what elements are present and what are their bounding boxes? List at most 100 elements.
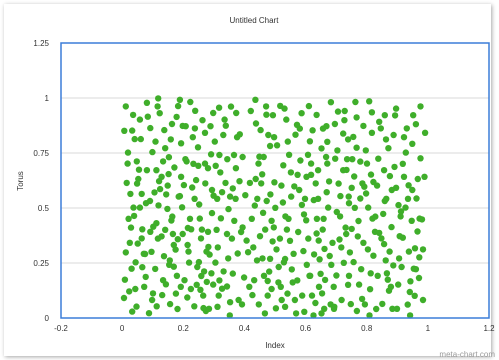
data-point: [201, 268, 207, 274]
data-point: [313, 112, 319, 118]
data-point: [239, 154, 245, 160]
data-point: [157, 186, 163, 192]
data-point: [412, 245, 418, 251]
data-point: [299, 292, 305, 298]
data-point: [229, 235, 235, 241]
data-point: [256, 301, 262, 307]
data-point: [343, 231, 349, 237]
data-point: [180, 231, 186, 237]
data-point: [303, 174, 309, 180]
data-point: [128, 266, 134, 272]
data-point: [129, 127, 135, 133]
data-point: [227, 299, 233, 305]
data-point: [195, 144, 201, 150]
data-point: [191, 196, 197, 202]
data-point: [252, 202, 258, 208]
data-point: [274, 142, 280, 148]
data-point: [235, 250, 241, 256]
data-point: [356, 281, 362, 287]
data-point: [233, 110, 239, 116]
data-point: [278, 182, 284, 188]
data-point: [403, 149, 409, 155]
data-point: [325, 204, 331, 210]
data-point: [318, 145, 324, 151]
data-point: [405, 182, 411, 188]
x-axis-label: Index: [265, 341, 285, 350]
data-point: [268, 218, 274, 224]
data-point: [389, 187, 395, 193]
data-point: [219, 189, 225, 195]
data-point: [282, 213, 288, 219]
data-point: [372, 229, 378, 235]
data-point: [328, 262, 334, 268]
data-point: [367, 286, 373, 292]
data-point: [286, 152, 292, 158]
data-point: [186, 259, 192, 265]
data-point: [297, 125, 303, 131]
data-point: [401, 174, 407, 180]
data-point: [324, 160, 330, 166]
data-point: [395, 202, 401, 208]
data-point: [309, 292, 315, 298]
data-point: [209, 210, 215, 216]
data-point: [355, 218, 361, 224]
data-point: [400, 161, 406, 167]
data-point: [413, 121, 419, 127]
data-point: [413, 266, 419, 272]
data-point: [159, 292, 165, 298]
data-point: [336, 236, 342, 242]
data-point: [157, 110, 163, 116]
data-point: [194, 282, 200, 288]
data-point: [135, 240, 141, 246]
data-point: [160, 277, 166, 283]
data-point: [230, 185, 236, 191]
data-point: [320, 216, 326, 222]
data-point: [311, 197, 317, 203]
data-point: [214, 304, 220, 310]
data-point: [369, 215, 375, 221]
data-point: [265, 132, 271, 138]
data-point: [241, 274, 247, 280]
data-point: [158, 233, 164, 239]
data-point: [296, 187, 302, 193]
data-point: [284, 290, 290, 296]
data-point: [175, 103, 181, 109]
data-point: [149, 297, 155, 303]
data-point: [153, 220, 159, 226]
data-point: [174, 273, 180, 279]
data-point: [273, 246, 279, 252]
data-point: [152, 266, 158, 272]
data-point: [238, 229, 244, 235]
data-point: [404, 125, 410, 131]
data-point: [311, 251, 317, 257]
data-point: [363, 147, 369, 153]
data-point: [128, 224, 134, 230]
data-point: [200, 292, 206, 298]
data-point: [381, 241, 387, 247]
data-point: [259, 255, 265, 261]
data-point: [364, 160, 370, 166]
data-point: [246, 284, 252, 290]
data-point: [225, 255, 231, 261]
data-point: [359, 296, 365, 302]
data-point: [131, 213, 137, 219]
data-point: [421, 174, 427, 180]
data-point: [130, 112, 136, 118]
x-tick-label: 0.6: [300, 324, 312, 333]
watermark: meta-chart.com: [439, 350, 495, 359]
data-point: [353, 114, 359, 120]
data-point: [345, 136, 351, 142]
data-point: [346, 200, 352, 206]
data-point: [123, 103, 129, 109]
data-point: [366, 98, 372, 104]
data-point: [263, 103, 269, 109]
data-point: [351, 173, 357, 179]
data-point: [145, 114, 151, 120]
data-point: [177, 97, 183, 103]
data-point: [394, 306, 400, 312]
data-point: [397, 213, 403, 219]
x-tick-label: 1: [426, 324, 431, 333]
data-point: [253, 176, 259, 182]
data-point: [405, 301, 411, 307]
